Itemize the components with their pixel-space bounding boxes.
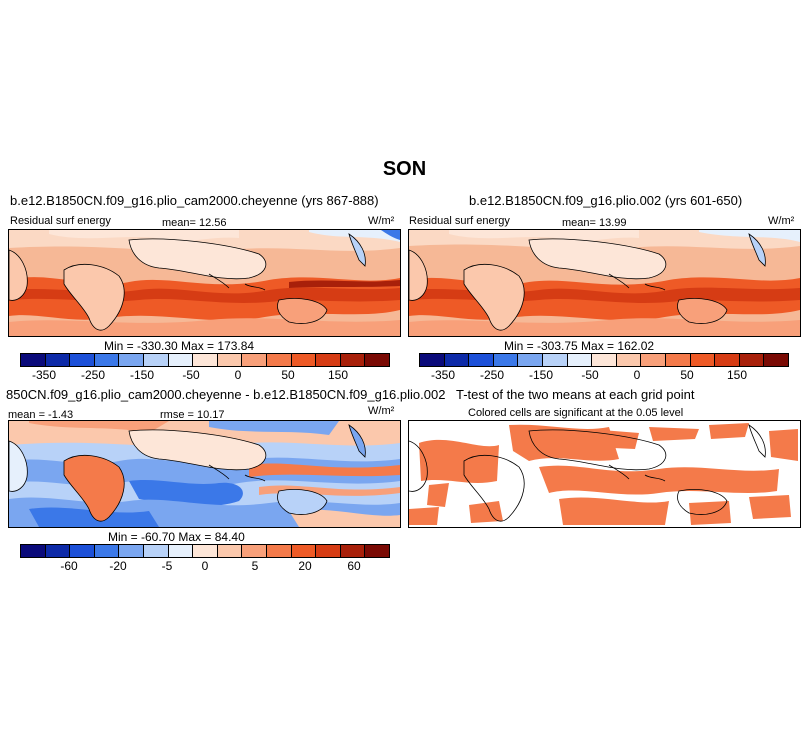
case-title-bottom-right: T-test of the two means at each grid poi… bbox=[456, 387, 695, 402]
colorbar-swatch bbox=[340, 545, 366, 557]
colorbar-swatch bbox=[469, 354, 494, 366]
field-label-top-right: Residual surf energy bbox=[409, 215, 510, 227]
colorbar-swatch bbox=[518, 354, 543, 366]
colorbar-swatch bbox=[690, 354, 716, 366]
colorbar-tick: -350 bbox=[430, 368, 456, 382]
colorbar-swatch bbox=[567, 354, 593, 366]
colorbar-tick: 0 bbox=[201, 559, 209, 573]
colorbar-swatch bbox=[715, 354, 740, 366]
colorbar-swatch bbox=[365, 354, 389, 366]
colorbar-swatch bbox=[193, 545, 218, 557]
colorbar-tick: -250 bbox=[479, 368, 505, 382]
colorbar-swatch bbox=[592, 354, 617, 366]
colorbar-tick: 50 bbox=[281, 368, 295, 382]
map-panel-bottom-left bbox=[8, 420, 401, 528]
colorbar-swatch bbox=[764, 354, 788, 366]
colorbar-swatch bbox=[739, 354, 765, 366]
colorbar-swatch bbox=[45, 545, 71, 557]
colorbar-tick: -5 bbox=[161, 559, 173, 573]
colorbar-swatch bbox=[217, 545, 243, 557]
colorbar-top-right bbox=[419, 353, 789, 367]
colorbar-tick: 5 bbox=[251, 559, 259, 573]
colorbar-swatch bbox=[665, 354, 691, 366]
case-title-top-left: b.e12.B1850CN.f09_g16.plio_cam2000.cheye… bbox=[10, 193, 379, 208]
colorbar-swatch bbox=[119, 545, 144, 557]
colorbar-swatch bbox=[143, 354, 169, 366]
colorbar-tick: -20 bbox=[109, 559, 127, 573]
colorbar-swatch bbox=[45, 354, 71, 366]
colorbar-swatch bbox=[94, 354, 120, 366]
colorbar-swatch bbox=[641, 354, 666, 366]
colorbar-swatch bbox=[291, 354, 317, 366]
difference-map-bottom-left bbox=[9, 421, 400, 527]
colorbar-swatch bbox=[119, 354, 144, 366]
colorbar-swatch bbox=[242, 545, 267, 557]
mean-label-bottom-left: mean = -1.43 bbox=[8, 409, 74, 421]
units-label-top-right: W/m² bbox=[768, 215, 795, 227]
colorbar-swatch bbox=[70, 354, 95, 366]
colorbar-tick: 20 bbox=[298, 559, 312, 573]
energy-map-top-right bbox=[409, 230, 800, 336]
colorbar-tick: 0 bbox=[633, 368, 641, 382]
colorbar-tick: -50 bbox=[581, 368, 599, 382]
colorbar-swatch bbox=[266, 545, 292, 557]
case-title-bottom-left: 850CN.f09_g16.plio_cam2000.cheyenne - b.… bbox=[6, 387, 446, 402]
colorbar-tick: -350 bbox=[31, 368, 57, 382]
colorbar-swatch bbox=[493, 354, 519, 366]
units-label-bottom-left: W/m² bbox=[368, 405, 395, 417]
colorbar-swatch bbox=[365, 545, 389, 557]
significance-note: Colored cells are significant at the 0.0… bbox=[468, 407, 684, 419]
colorbar-tick: -150 bbox=[129, 368, 155, 382]
map-panel-top-right bbox=[408, 229, 801, 337]
mean-label-top-left: mean= 12.56 bbox=[162, 217, 227, 229]
colorbar-tick: 150 bbox=[726, 368, 748, 382]
figure-title: SON bbox=[382, 158, 427, 180]
colorbar-swatch bbox=[193, 354, 218, 366]
colorbar-swatch bbox=[291, 545, 317, 557]
colorbar-swatch bbox=[340, 354, 366, 366]
colorbar-swatch bbox=[316, 545, 341, 557]
colorbar-tick: 0 bbox=[234, 368, 242, 382]
colorbar-tick: -50 bbox=[182, 368, 200, 382]
map-panel-bottom-right bbox=[408, 420, 801, 528]
colorbar-swatch bbox=[420, 354, 445, 366]
minmax-top-right: Min = -303.75 Max = 162.02 bbox=[504, 339, 655, 353]
minmax-top-left: Min = -330.30 Max = 173.84 bbox=[104, 339, 255, 353]
mean-label-top-right: mean= 13.99 bbox=[562, 217, 627, 229]
colorbar-swatch bbox=[70, 545, 95, 557]
colorbar-top-left bbox=[20, 353, 390, 367]
colorbar-swatch bbox=[21, 545, 46, 557]
field-label-top-left: Residual surf energy bbox=[10, 215, 111, 227]
colorbar-tick: -150 bbox=[528, 368, 554, 382]
colorbar-tick: 50 bbox=[680, 368, 694, 382]
colorbar-swatch bbox=[143, 545, 169, 557]
units-label-top-left: W/m² bbox=[368, 215, 395, 227]
map-panel-top-left bbox=[8, 229, 401, 337]
case-title-top-right: b.e12.B1850CN.f09_g16.plio.002 (yrs 601-… bbox=[469, 193, 743, 208]
colorbar-swatch bbox=[266, 354, 292, 366]
colorbar-swatch bbox=[316, 354, 341, 366]
colorbar-swatch bbox=[444, 354, 470, 366]
energy-map-top-left bbox=[9, 230, 400, 336]
colorbar-tick: 150 bbox=[327, 368, 349, 382]
colorbar-swatch bbox=[168, 545, 194, 557]
colorbar-tick: -60 bbox=[60, 559, 78, 573]
colorbar-swatch bbox=[542, 354, 568, 366]
colorbar-tick: 60 bbox=[347, 559, 361, 573]
colorbar-swatch bbox=[217, 354, 243, 366]
ttest-map-bottom-right bbox=[409, 421, 800, 527]
minmax-bottom-left: Min = -60.70 Max = 84.40 bbox=[108, 530, 245, 544]
colorbar-swatch bbox=[94, 545, 120, 557]
colorbar-swatch bbox=[616, 354, 642, 366]
colorbar-swatch bbox=[168, 354, 194, 366]
rmse-label-bottom-left: rmse = 10.17 bbox=[160, 409, 225, 421]
colorbar-bottom-left bbox=[20, 544, 390, 558]
colorbar-swatch bbox=[21, 354, 46, 366]
colorbar-tick: -250 bbox=[80, 368, 106, 382]
colorbar-swatch bbox=[242, 354, 267, 366]
